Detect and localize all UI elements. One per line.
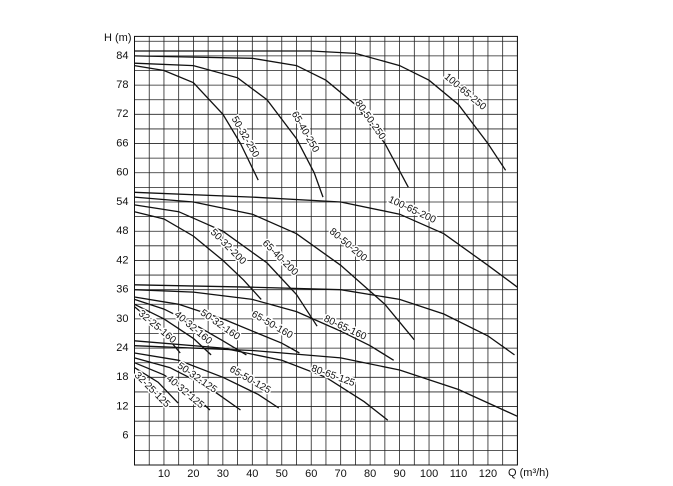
y-tick-label: 48 (116, 225, 128, 237)
pump-curve (134, 50, 507, 171)
pump-curve (134, 211, 262, 300)
y-tick-label: 60 (116, 167, 128, 179)
y-tick-label: 30 (116, 313, 128, 325)
curve-label: 100-65-250 (442, 71, 489, 113)
pump-curve (134, 62, 324, 198)
x-tick-label: 90 (393, 468, 405, 480)
x-tick-label: 20 (187, 468, 199, 480)
y-tick-label: 78 (116, 79, 128, 91)
curve-label: 65-40-200 (260, 238, 300, 278)
x-tick-label: 110 (450, 468, 468, 480)
pump-curve (134, 357, 241, 411)
y-tick-label: 18 (116, 371, 128, 383)
pump-curve (134, 352, 280, 409)
curve-label: 65-40-250 (289, 110, 322, 155)
pump-curve (134, 191, 518, 288)
x-tick-label: 40 (246, 468, 258, 480)
y-tick-label: 24 (116, 342, 128, 354)
x-tick-label: 120 (479, 468, 497, 480)
curve-label: 80-65-160 (322, 314, 368, 343)
y-tick-label: 84 (116, 50, 128, 62)
curve-label: 100-65-200 (386, 194, 437, 226)
pump-curve (134, 204, 318, 327)
curve-label: 50-32-200 (208, 227, 248, 267)
pump-curve (134, 296, 300, 354)
pump-curve (134, 284, 515, 356)
pump-curve (134, 367, 179, 404)
pump-curve (134, 289, 395, 361)
x-tick-label: 30 (217, 468, 229, 480)
y-tick-label: 72 (116, 108, 128, 120)
curve-label: 65-50-160 (249, 309, 294, 342)
y-tick-label: 66 (116, 137, 128, 149)
pump-curve (134, 55, 409, 188)
x-axis-label: Q (m³/h) (508, 467, 549, 479)
pump-curve (134, 298, 247, 356)
y-tick-label: 42 (116, 254, 128, 266)
x-tick-label: 50 (276, 468, 288, 480)
y-tick-label: 6 (122, 430, 128, 442)
y-tick-label: 54 (116, 196, 128, 208)
pump-curve (134, 196, 415, 341)
curve-label: 80-50-200 (327, 226, 369, 264)
x-tick-label: 80 (364, 468, 376, 480)
y-tick-label: 12 (116, 400, 128, 412)
x-tick-label: 70 (335, 468, 347, 480)
pump-curve (134, 64, 259, 181)
x-tick-label: 100 (420, 468, 438, 480)
pump-curve (134, 362, 211, 411)
x-tick-label: 10 (158, 468, 170, 480)
x-tick-label: 60 (305, 468, 317, 480)
curve-label: 32-25-160 (136, 308, 178, 346)
y-axis-label: H (m) (104, 32, 132, 44)
plot-frame (134, 35, 518, 466)
curve-label: 80-65-125 (310, 363, 357, 389)
y-tick-label: 36 (116, 284, 128, 296)
pump-curve (134, 340, 389, 421)
